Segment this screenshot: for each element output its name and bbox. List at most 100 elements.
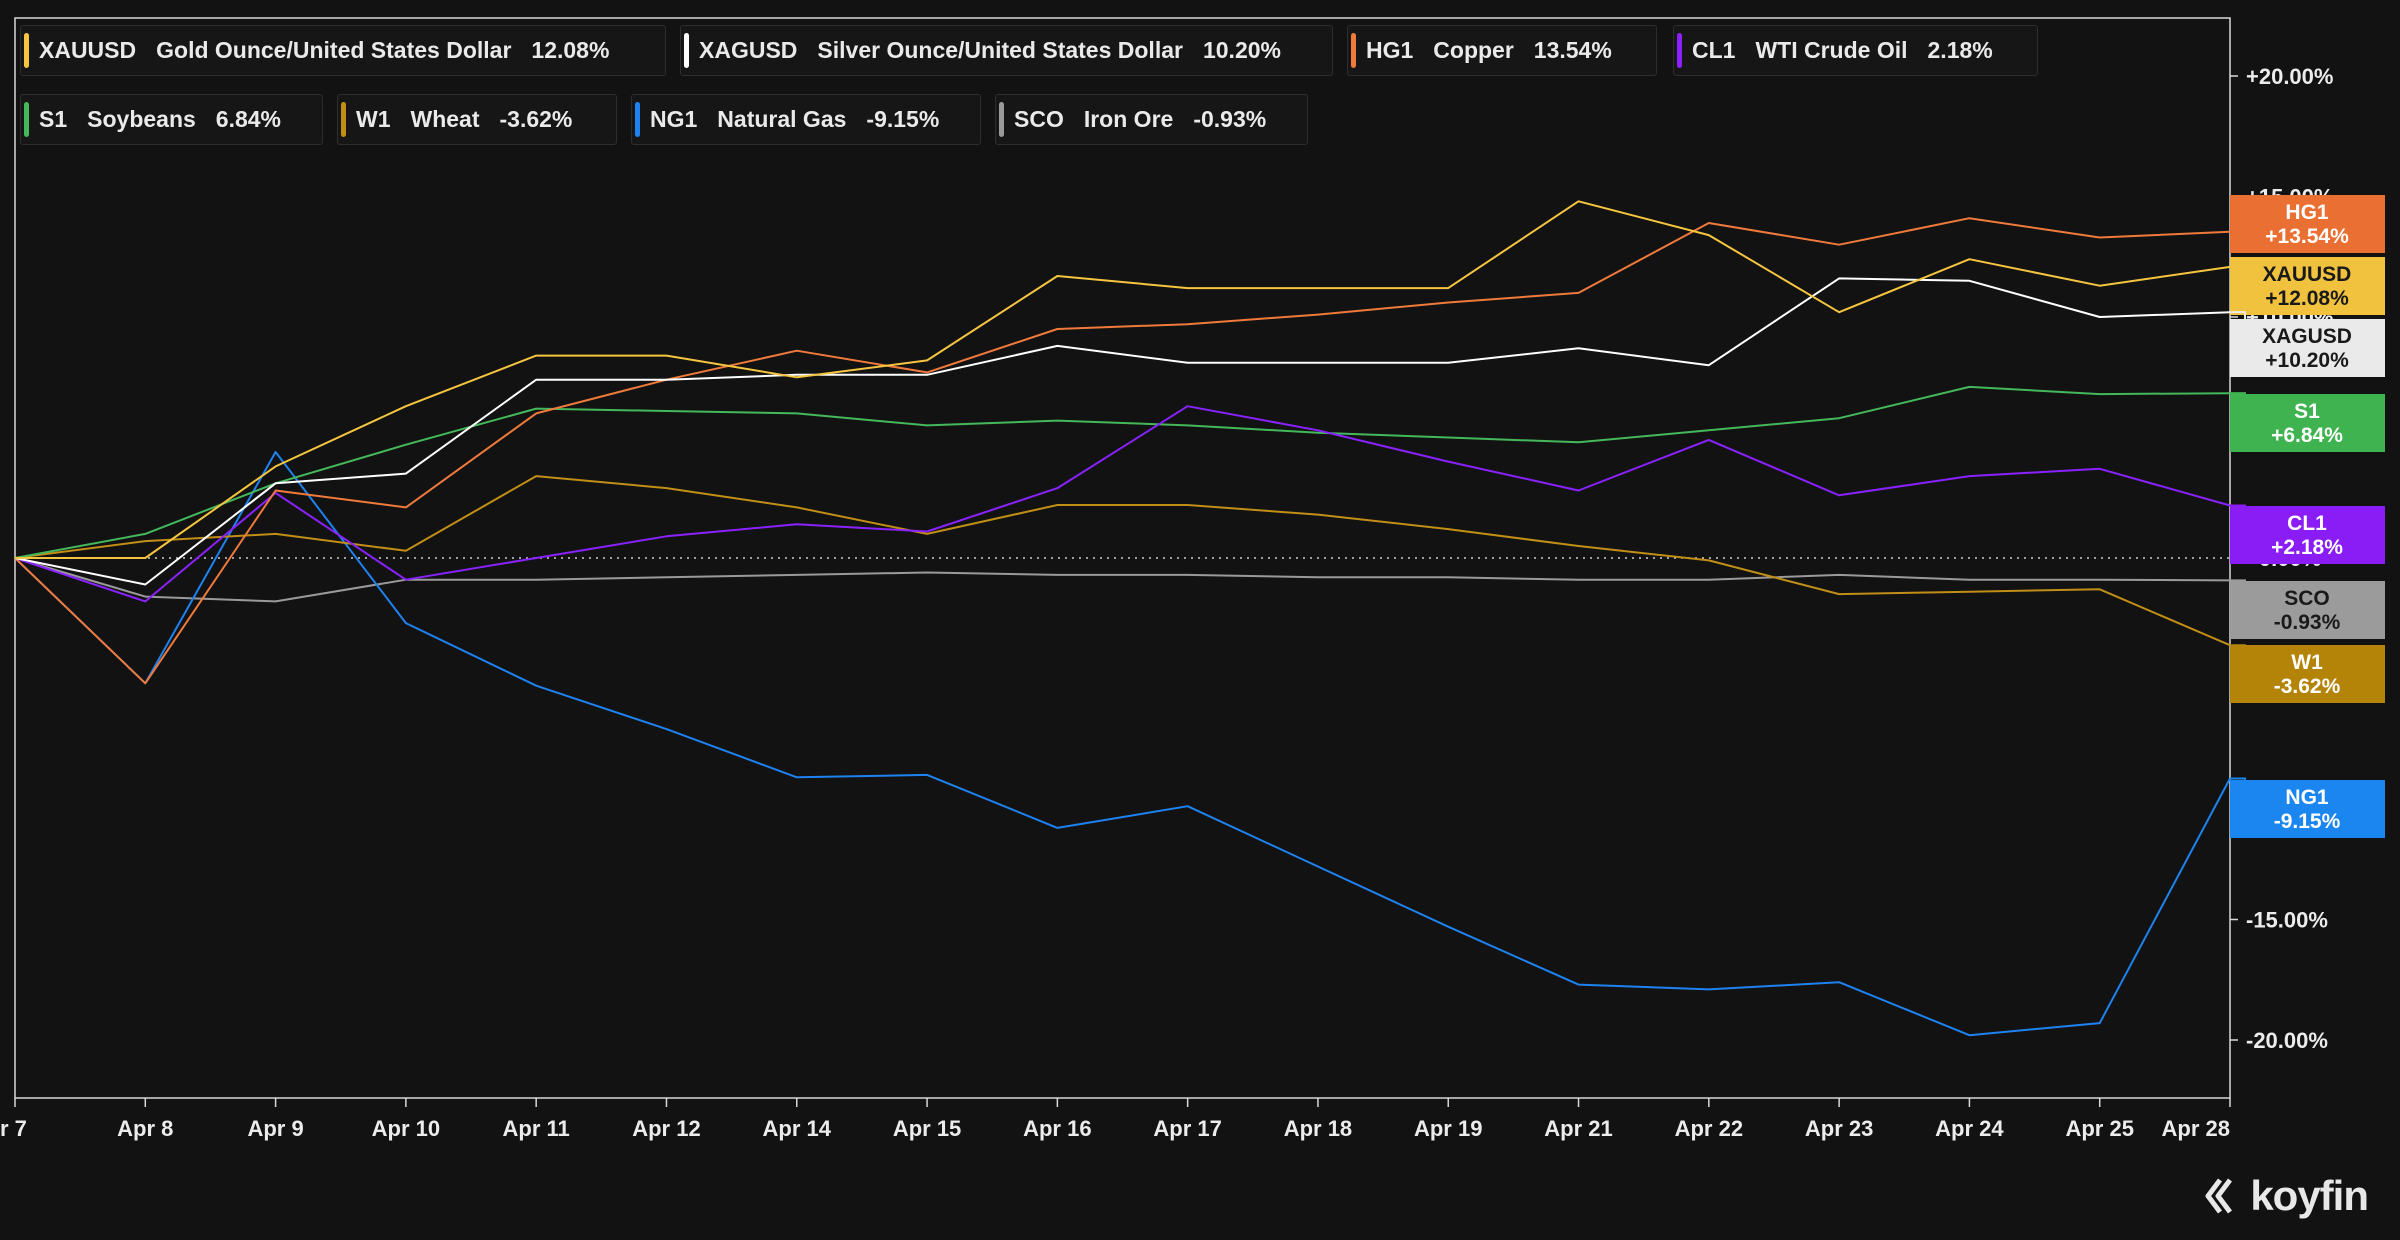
legend-item-xagusd[interactable]: XAGUSD Silver Ounce/United States Dollar 1… [680,25,1333,76]
legend-item-cl1[interactable]: CL1 WTI Crude Oil 2.18% [1673,25,2038,76]
legend-change: 6.84% [215,106,282,132]
legend-item-hg1[interactable]: HG1 Copper 13.54% [1347,25,1657,76]
x-tick-label: Apr 19 [1414,1116,1482,1141]
legend-change: 12.08% [531,37,610,63]
legend-swatch [1351,33,1356,68]
legend-symbol: XAUUSD [39,37,137,63]
end-label-box-sco [2230,581,2385,639]
legend-item-w1[interactable]: W1 Wheat -3.62% [337,94,617,145]
legend-swatch [24,102,29,137]
end-label-symbol: S1 [2294,400,2320,423]
end-label-box-hg1 [2230,195,2385,253]
end-label-symbol: HG1 [2285,201,2329,224]
legend-swatch [635,102,640,137]
legend-name: Wheat [410,106,480,132]
legend-name: Natural Gas [717,106,847,132]
y-tick-label: +20.00% [2246,64,2333,89]
x-tick-label: Apr 24 [1935,1116,2004,1141]
end-label-box-xauusd [2230,257,2385,315]
series-line-sco [14,557,2231,603]
end-label-symbol: W1 [2291,651,2323,674]
legend-name: Iron Ore [1083,106,1174,132]
koyfin-logo: koyfin [2204,1172,2369,1220]
x-tick-label: Apr 8 [117,1116,173,1141]
legend-name: Silver Ounce/United States Dollar [817,37,1183,63]
legend-item-sco[interactable]: SCO Iron Ore -0.93% [995,94,1308,145]
x-tick-label: Apr 10 [372,1116,440,1141]
end-label-symbol: NG1 [2285,786,2329,809]
legend-item-s1[interactable]: S1 Soybeans 6.84% [20,94,323,145]
legend-change: 10.20% [1202,37,1281,63]
end-label-box-s1 [2230,394,2385,452]
legend-change: 2.18% [1927,37,1993,63]
legend-change: -3.62% [499,106,573,132]
x-tick-label: Apr 25 [2065,1116,2133,1141]
legend-symbol: HG1 [1366,37,1414,63]
series-line-xauusd [15,200,2231,559]
x-tick-label: Apr 28 [2162,1116,2230,1141]
legend-symbol: NG1 [650,106,698,132]
x-tick-label: Apr 11 [503,1116,570,1141]
x-tick-label: r 7 [0,1116,27,1141]
series-line-cl1 [14,405,2231,603]
x-tick-label: Apr 18 [1284,1116,1352,1141]
end-label-value: +13.54% [2265,225,2349,248]
x-tick-label: Apr 14 [763,1116,832,1141]
legend-symbol: XAGUSD [699,37,798,63]
x-tick-label: Apr 15 [893,1116,961,1141]
legend-symbol: W1 [356,106,391,132]
x-tick-label: Apr 16 [1023,1116,1091,1141]
x-axis: r 7 Apr 8 Apr 9 Apr 10 Apr 11 Apr 12 Apr 14 Apr… [0,1098,2231,1141]
legend-change: -9.15% [866,106,940,132]
series-line-s1 [14,385,2231,559]
y-tick-label: -20.00% [2246,1028,2328,1053]
x-tick-label: Apr 23 [1805,1116,1873,1141]
legend-swatch [24,33,29,68]
end-label-symbol: SCO [2284,587,2330,610]
end-label-symbol: XAGUSD [2262,325,2352,348]
legend-swatch [1677,33,1682,68]
series-line-hg1 [14,217,2231,685]
end-label-value: +12.08% [2265,287,2349,310]
legend-symbol: S1 [39,106,68,132]
legend-name: WTI Crude Oil [1755,37,1908,63]
x-tick-label: Apr 12 [632,1116,700,1141]
legend-swatch [341,102,346,137]
series-line-xagusd [14,277,2231,586]
legend-change: 13.54% [1533,37,1612,63]
brand-name: koyfin [2250,1172,2369,1219]
end-label-value: +2.18% [2271,536,2343,559]
y-tick-label: -15.00% [2246,908,2328,933]
end-label-box-w1 [2230,645,2385,703]
legend-name: Gold Ounce/United States Dollar [156,37,512,63]
end-label-value: +10.20% [2265,349,2349,372]
series-line-w1 [14,475,2231,647]
legend-name: Soybeans [87,106,196,132]
end-label-box-xagusd [2230,319,2385,377]
end-label-value: +6.84% [2271,424,2343,447]
koyfin-logo-icon [2205,1178,2233,1214]
end-label-value: -9.15% [2274,810,2341,833]
series-lines [14,200,2231,1037]
end-label-box-ng1 [2230,780,2385,838]
end-label-symbol: XAUUSD [2263,263,2352,286]
end-labels: HG1+13.54% XAUUSD+12.08% XAGUSD+10.20% S1+6… [2230,195,2385,838]
end-label-value: -0.93% [2274,611,2341,634]
end-label-value: -3.62% [2274,675,2341,698]
legend-symbol: CL1 [1692,37,1736,63]
legend-item-xauusd[interactable]: XAUUSD Gold Ounce/United States Dollar 12.… [20,25,666,76]
x-tick-label: Apr 22 [1675,1116,1743,1141]
legend-symbol: SCO [1014,106,1064,132]
legend-name: Copper [1433,37,1514,63]
end-label-symbol: CL1 [2287,512,2327,535]
x-tick-label: Apr 21 [1544,1116,1612,1141]
legend-swatch [684,33,689,68]
x-tick-label: Apr 9 [247,1116,303,1141]
legend-change: -0.93% [1193,106,1267,132]
x-tick-label: Apr 17 [1153,1116,1221,1141]
legend-item-ng1[interactable]: NG1 Natural Gas -9.15% [631,94,981,145]
end-label-box-cl1 [2230,506,2385,564]
series-line-ng1 [14,451,2231,1037]
plot-frame [14,17,2231,1099]
